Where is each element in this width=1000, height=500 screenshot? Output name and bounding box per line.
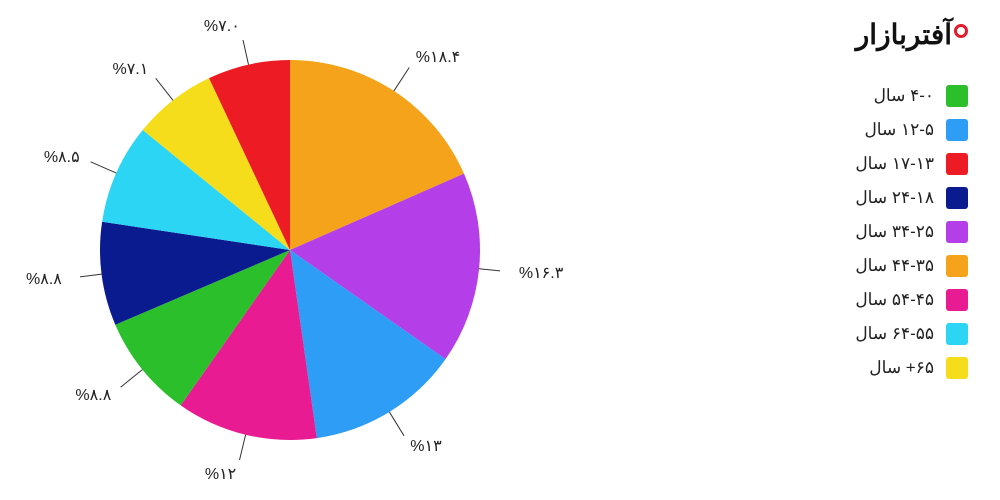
legend-label: ۲۴-۱۸ سال <box>855 188 934 208</box>
legend-swatch <box>946 323 968 345</box>
pie-chart: %۱۸.۴%۱۶.۳%۱۳%۱۲%۸.۸%۸.۸%۸.۵%۷.۱%۷.۰ <box>80 40 500 460</box>
legend-item: ۳۴-۲۵ سال <box>855 221 968 243</box>
pie-svg <box>80 40 500 460</box>
legend-item: ۲۴-۱۸ سال <box>855 187 968 209</box>
leader-line <box>394 67 409 90</box>
legend-item: ۵۴-۴۵ سال <box>855 289 968 311</box>
legend-swatch <box>946 357 968 379</box>
slice-label: %۱۸.۴ <box>416 47 460 67</box>
legend-item: ۱۷-۱۳ سال <box>855 153 968 175</box>
leader-line <box>242 40 248 65</box>
leader-line <box>239 435 246 460</box>
slice-label: %۷.۱ <box>112 59 148 79</box>
logo-text: آفتربازار <box>856 19 952 50</box>
slice-label: %۱۳ <box>410 436 441 456</box>
slice-label: %۸.۸ <box>75 385 111 405</box>
legend-label: ۱۷-۱۳ سال <box>855 154 934 174</box>
leader-line <box>156 78 173 100</box>
leader-line <box>479 269 500 272</box>
slice-label: %۸.۸ <box>26 269 62 289</box>
legend-label: ۳۴-۲۵ سال <box>855 222 934 242</box>
legend-swatch <box>946 289 968 311</box>
leader-line <box>121 370 143 388</box>
legend-item: ۶۵+ سال <box>855 357 968 379</box>
legend-item: ۴۴-۳۵ سال <box>855 255 968 277</box>
legend-swatch <box>946 187 968 209</box>
legend-label: ۴-۰ سال <box>874 86 934 106</box>
leader-line <box>389 412 404 436</box>
legend-label: ۶۴-۵۵ سال <box>855 324 934 344</box>
legend-label: ۱۲-۵ سال <box>864 120 934 140</box>
legend-swatch <box>946 255 968 277</box>
leader-line <box>91 162 117 173</box>
slice-label: %۱۶.۳ <box>519 263 563 283</box>
slice-label: %۷.۰ <box>204 16 240 36</box>
legend-label: ۵۴-۴۵ سال <box>855 290 934 310</box>
legend-swatch <box>946 85 968 107</box>
slice-label: %۸.۵ <box>44 147 80 167</box>
legend-item: ۶۴-۵۵ سال <box>855 323 968 345</box>
legend-item: ۱۲-۵ سال <box>855 119 968 141</box>
brand-logo: آفتربازار <box>856 18 968 51</box>
legend-label: ۴۴-۳۵ سال <box>855 256 934 276</box>
slice-label: %۱۲ <box>205 464 236 484</box>
leader-line <box>80 274 102 278</box>
legend-swatch <box>946 119 968 141</box>
logo-accent-icon <box>954 24 968 38</box>
legend: ۴-۰ سال ۱۲-۵ سال ۱۷-۱۳ سال ۲۴-۱۸ سال ۳۴-۲۵ س… <box>855 85 968 379</box>
legend-label: ۶۵+ سال <box>869 358 934 378</box>
legend-item: ۴-۰ سال <box>855 85 968 107</box>
legend-swatch <box>946 153 968 175</box>
legend-swatch <box>946 221 968 243</box>
